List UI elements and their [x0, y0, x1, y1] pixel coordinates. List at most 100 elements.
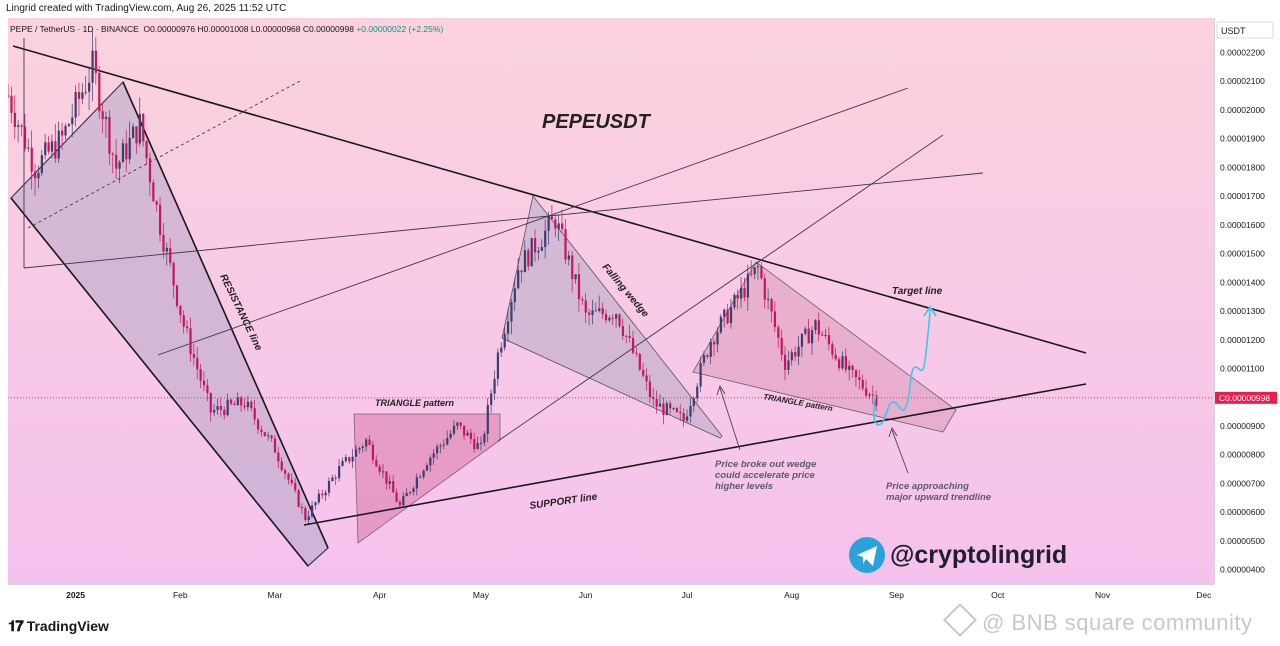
- candle-body: [760, 266, 763, 279]
- x-tick-label: Mar: [268, 590, 283, 600]
- header-bar: Lingrid created with TradingView.com, Au…: [0, 0, 1280, 18]
- candle-body: [854, 370, 858, 378]
- candle-body: [540, 247, 543, 251]
- currency-box: [1216, 21, 1274, 39]
- candle-body: [858, 377, 861, 381]
- watermark-text: @ BNB square community: [982, 610, 1253, 635]
- candle-body: [669, 403, 672, 409]
- candle-body: [77, 92, 81, 99]
- note2-arrow: [891, 429, 909, 474]
- chart-area[interactable]: PEPEUSDT RESISTANCE line SUPPORT line TR…: [7, 18, 1214, 584]
- candle-body: [20, 125, 23, 127]
- x-tick-label: Apr: [373, 590, 386, 600]
- price-scale[interactable]: USDT 0.00000400 0.00000500 0.00000600 0.000…: [1214, 18, 1280, 584]
- y-tick-label: 0.00001900: [1220, 134, 1265, 144]
- candles-group: [7, 30, 878, 524]
- y-tick-label: 0.00001300: [1220, 306, 1265, 316]
- candle-body: [267, 435, 270, 437]
- candle-body: [831, 344, 834, 355]
- candle-body: [571, 255, 574, 280]
- candle-body: [713, 341, 716, 345]
- candle-body: [581, 299, 584, 301]
- x-tick-label: 2025: [66, 590, 85, 600]
- candle-body: [199, 369, 202, 381]
- candle-body: [763, 278, 766, 300]
- candle-body: [746, 273, 750, 298]
- candle-body: [304, 508, 307, 521]
- candle-body: [696, 386, 699, 399]
- candle-body: [229, 399, 233, 404]
- candle-body: [517, 270, 520, 289]
- candle-body: [794, 352, 797, 357]
- candle-body: [459, 422, 462, 426]
- candle-body: [672, 408, 675, 410]
- telegram-handle[interactable]: @cryptolingrid: [849, 537, 1067, 573]
- candle-body: [321, 493, 324, 496]
- candle-body: [223, 409, 226, 416]
- candle-body: [527, 250, 530, 267]
- candle-body: [689, 405, 692, 417]
- candle-body: [23, 126, 27, 149]
- candle-body: [327, 480, 331, 493]
- candle-body: [533, 238, 537, 253]
- candle-body: [452, 425, 456, 434]
- candle-body: [162, 234, 165, 252]
- candle-body: [645, 375, 648, 382]
- candle-body: [625, 335, 628, 337]
- y-tick-label: 0.00000800: [1220, 450, 1265, 460]
- price-chart[interactable]: PEPEUSDT RESISTANCE line SUPPORT line TR…: [7, 18, 1214, 584]
- candle-body: [67, 124, 71, 126]
- candle-body: [213, 409, 216, 413]
- candle-body: [202, 380, 206, 386]
- candle-body: [797, 346, 800, 357]
- time-scale[interactable]: 2025 Feb Mar Apr May Jun Jul Aug Sep Oct Nov Dec: [8, 584, 1214, 605]
- candle-body: [284, 470, 287, 474]
- candle-body: [388, 481, 391, 484]
- candle-body: [824, 334, 827, 336]
- candle-body: [479, 442, 483, 444]
- candle-body: [469, 432, 473, 440]
- candle-body: [662, 403, 665, 415]
- candle-body: [375, 460, 378, 467]
- note1-arrowhead: [716, 384, 726, 396]
- candle-body: [34, 171, 37, 179]
- candle-body: [591, 310, 594, 315]
- candle-body: [503, 333, 506, 348]
- candle-body: [686, 416, 689, 421]
- candle-body: [226, 399, 229, 416]
- candle-body: [175, 285, 179, 306]
- candle-body: [723, 309, 726, 317]
- y-tick-label: 0.00000500: [1220, 536, 1265, 546]
- support-line: [303, 383, 1087, 526]
- candle-body: [138, 113, 141, 144]
- legend-open: O0.00000976: [143, 24, 196, 34]
- tradingview-logo[interactable]: 𝟏𝟕 TradingView: [8, 618, 109, 635]
- candle-body: [189, 328, 192, 355]
- candle-body: [409, 491, 412, 494]
- candle-body: [30, 147, 33, 172]
- candle-body: [648, 381, 652, 397]
- candle-body: [300, 506, 304, 509]
- candle-body: [787, 360, 790, 370]
- candle-body: [706, 355, 709, 357]
- upper-downtrend-line: [12, 45, 1087, 354]
- candle-body: [631, 338, 635, 353]
- candle-body: [398, 501, 402, 506]
- candle-body: [851, 365, 854, 371]
- candle-body: [500, 347, 503, 353]
- legend-symbol[interactable]: PEPE / TetherUS · 1D · BINANCE: [10, 24, 139, 34]
- candle-body: [94, 50, 98, 73]
- candle-body: [148, 158, 152, 183]
- outer-down-line: [10, 197, 309, 567]
- bnb-diamond-icon: [943, 603, 977, 637]
- x-tick-label: Oct: [991, 590, 1005, 600]
- candle-body: [419, 476, 422, 478]
- candle-body: [253, 408, 256, 420]
- candle-body: [425, 465, 429, 471]
- candle-body: [273, 438, 277, 453]
- fan-line-3: [497, 134, 944, 442]
- candle-body: [98, 72, 101, 112]
- target-line-label: Target line: [892, 286, 943, 297]
- candle-body: [206, 385, 209, 394]
- x-tick-label: Sep: [889, 590, 904, 600]
